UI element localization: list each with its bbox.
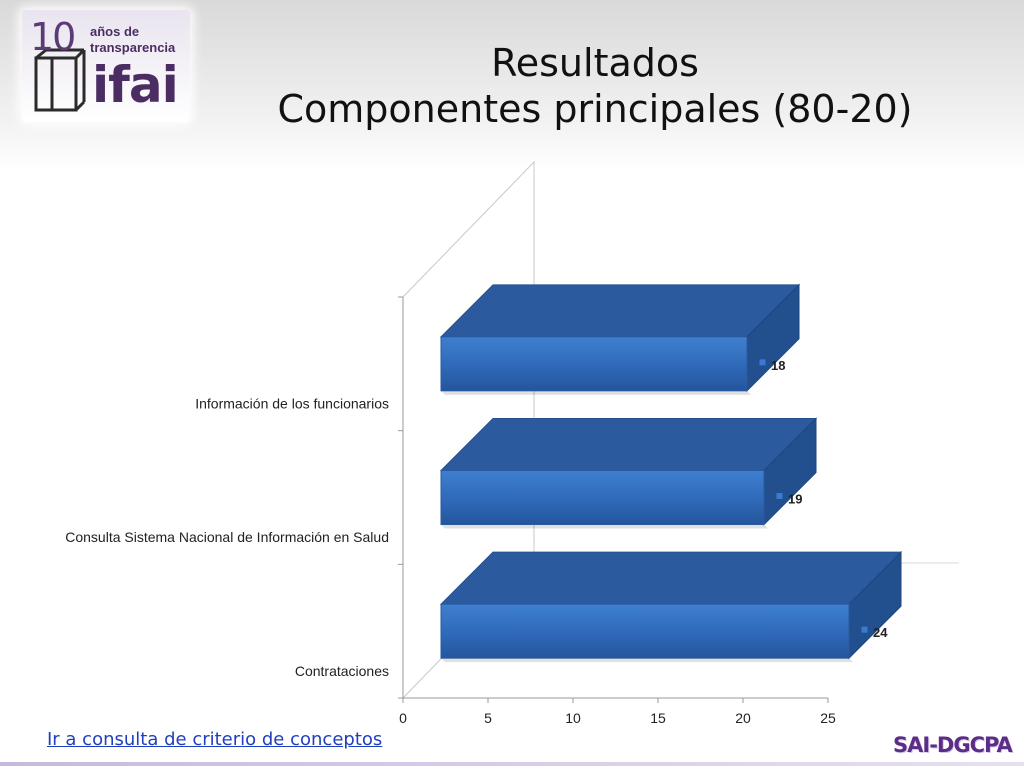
logo-line2: transparencia bbox=[90, 40, 176, 55]
logo-number: 10 bbox=[30, 15, 76, 59]
bar-top bbox=[439, 418, 818, 471]
bar bbox=[440, 603, 850, 659]
title-line2: Componentes principales (80-20) bbox=[277, 87, 913, 131]
criteria-link[interactable]: Ir a consulta de criterio de conceptos bbox=[47, 729, 383, 750]
data-label-marker bbox=[758, 358, 767, 367]
title-line1: Resultados bbox=[491, 41, 699, 85]
category-label: Contrataciones bbox=[295, 663, 389, 679]
logo-box-icon bbox=[34, 48, 86, 112]
ifai-logo: 10 años de transparencia ifai bbox=[22, 10, 190, 122]
x-tick-label: 0 bbox=[399, 710, 407, 726]
logo-brand: ifai bbox=[92, 56, 179, 114]
data-label: 19 bbox=[788, 492, 802, 507]
x-tick-label: 25 bbox=[820, 710, 836, 726]
bar-shadow bbox=[441, 390, 751, 395]
x-tick-label: 10 bbox=[565, 710, 581, 726]
data-label: 18 bbox=[771, 358, 785, 373]
logo-line1: años de bbox=[90, 24, 140, 39]
category-label: Información de los funcionarios bbox=[195, 396, 389, 412]
bar bbox=[440, 336, 748, 392]
x-tick-label: 20 bbox=[735, 710, 751, 726]
bar bbox=[440, 470, 765, 525]
bar-shadow bbox=[441, 658, 853, 663]
x-tick-label: 15 bbox=[650, 710, 666, 726]
page-title: Resultados Componentes principales (80-2… bbox=[260, 40, 930, 132]
data-label-marker bbox=[775, 492, 784, 500]
data-label: 24 bbox=[873, 625, 888, 640]
bar-top bbox=[439, 551, 903, 605]
bar-top bbox=[439, 284, 801, 338]
footer-divider bbox=[0, 762, 1024, 766]
footer-brand: SAI-DGCPA bbox=[893, 733, 1013, 757]
category-label: Consulta Sistema Nacional de Información… bbox=[65, 529, 389, 545]
x-tick-label: 5 bbox=[484, 710, 492, 726]
data-label-marker bbox=[860, 625, 869, 634]
bar-shadow bbox=[441, 524, 768, 529]
